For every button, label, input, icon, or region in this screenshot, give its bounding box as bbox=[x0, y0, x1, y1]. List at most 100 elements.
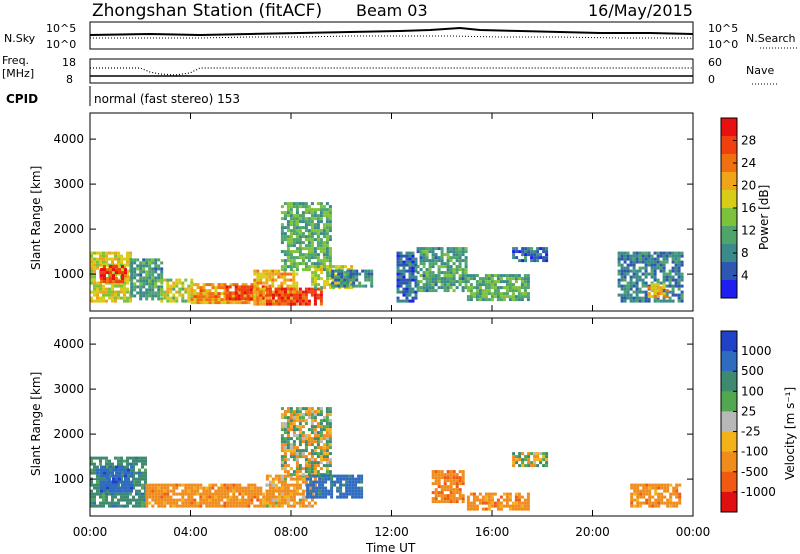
colorbar-segment bbox=[721, 262, 737, 281]
colorbar-tick-label: 16 bbox=[741, 201, 756, 215]
colorbar-segment bbox=[721, 391, 737, 412]
nsearch-label: N.Search bbox=[746, 32, 796, 45]
colorbar-tick-label: 20 bbox=[741, 179, 756, 193]
colorbar-tick-label: -1000 bbox=[741, 485, 776, 499]
data-region bbox=[416, 247, 468, 293]
velocity-data-regions bbox=[90, 407, 682, 511]
colorbar-tick-label: 25 bbox=[741, 404, 756, 418]
freq-tick-top: 18 bbox=[62, 56, 76, 69]
nsky-panel: N.Sky 10^5 10^0 10^5 10^0 N.Search bbox=[4, 21, 798, 51]
time-tick-label: 08:00 bbox=[274, 525, 309, 539]
velocity-ylabel: Slant Range [km] bbox=[29, 372, 43, 476]
data-region bbox=[396, 251, 418, 303]
data-region bbox=[280, 407, 332, 477]
colorbar-segment bbox=[721, 411, 737, 432]
time-axis-title: Time UT bbox=[365, 541, 416, 554]
nave-label: Nave bbox=[746, 64, 774, 77]
freq-label: Freq. bbox=[2, 54, 29, 67]
colorbar-segment bbox=[721, 244, 737, 263]
colorbar-tick-label: -500 bbox=[741, 465, 768, 479]
nsky-label: N.Sky bbox=[4, 32, 36, 45]
velocity-y-axis: 1000 2000 3000 4000 bbox=[53, 337, 693, 486]
y-tick-label: 3000 bbox=[53, 177, 84, 191]
colorbar-tick-label: -100 bbox=[741, 445, 768, 459]
colorbar-segment bbox=[721, 154, 737, 173]
cpid-mode: normal (fast stereo) 153 bbox=[94, 92, 240, 106]
colorbar-tick-label: 12 bbox=[741, 224, 756, 238]
colorbar-segment bbox=[721, 431, 737, 453]
colorbar-segment bbox=[721, 172, 737, 191]
y-tick-label: 2000 bbox=[53, 222, 84, 236]
data-region bbox=[100, 265, 127, 284]
data-region bbox=[280, 202, 332, 272]
time-tick-label: 12:00 bbox=[374, 525, 409, 539]
time-tick-label: 00:00 bbox=[73, 525, 108, 539]
colorbar-segment bbox=[721, 331, 737, 352]
time-tick-label: 04:00 bbox=[173, 525, 208, 539]
y-tick-label: 4000 bbox=[53, 337, 84, 351]
colorbar-tick-label: 500 bbox=[741, 364, 764, 378]
nave-tick-top: 60 bbox=[708, 56, 722, 69]
colorbar-tick-label: 1000 bbox=[741, 344, 772, 358]
power-x-ticks bbox=[89, 113, 694, 311]
colorbar-tick-label: 24 bbox=[741, 156, 756, 170]
colorbar-segment bbox=[721, 118, 737, 137]
velocity-colorbar-label: Velocity [m s⁻¹] bbox=[783, 387, 797, 480]
time-tick-label: 20:00 bbox=[575, 525, 610, 539]
power-y-axis: 1000 2000 3000 4000 bbox=[53, 132, 693, 281]
colorbar-segment bbox=[721, 491, 737, 513]
freq-unit: [MHz] bbox=[2, 67, 34, 80]
freq-tick-bottom: 8 bbox=[66, 73, 73, 86]
velocity-x-ticks bbox=[89, 318, 694, 516]
power-data-regions bbox=[90, 202, 684, 306]
colorbar-tick-label: 8 bbox=[741, 246, 749, 260]
data-region bbox=[145, 483, 269, 508]
data-region bbox=[265, 287, 323, 306]
colorbar-tick-label: 100 bbox=[741, 384, 764, 398]
data-region bbox=[431, 470, 465, 504]
colorbar-segment bbox=[721, 371, 737, 392]
power-panel: 1000 2000 3000 4000 Slant Range [km] bbox=[29, 112, 694, 312]
colorbar-tick-label: 28 bbox=[741, 134, 756, 148]
colorbar-segment bbox=[721, 280, 737, 299]
power-colorbar-label: Power [dB] bbox=[757, 185, 771, 250]
nsky-tick-bottom: 10^0 bbox=[46, 38, 76, 51]
y-tick-label: 2000 bbox=[53, 427, 84, 441]
nsearch-tick-bottom: 10^0 bbox=[708, 38, 738, 51]
cpid-label: CPID bbox=[6, 92, 38, 106]
power-colorbar: 4 8 12 16 20 24 28 Power [dB] bbox=[720, 117, 771, 299]
colorbar-segment bbox=[721, 351, 737, 372]
freq-panel: Freq. [MHz] 18 8 60 0 Nave bbox=[2, 54, 778, 86]
power-ylabel: Slant Range [km] bbox=[29, 166, 43, 270]
data-region bbox=[265, 474, 317, 508]
beam-label: Beam 03 bbox=[356, 1, 428, 20]
nave-trace bbox=[90, 67, 693, 76]
time-tick-label: 16:00 bbox=[475, 525, 510, 539]
data-region bbox=[647, 283, 669, 299]
data-region bbox=[630, 483, 682, 508]
colorbar-segment bbox=[721, 136, 737, 155]
y-tick-label: 1000 bbox=[53, 267, 84, 281]
y-tick-label: 1000 bbox=[53, 472, 84, 486]
colorbar-segment bbox=[721, 190, 737, 209]
colorbar-tick-label: -25 bbox=[741, 425, 761, 439]
time-tick-label: 00:00 bbox=[676, 525, 711, 539]
nsearch-tick-top: 10^5 bbox=[708, 22, 738, 35]
data-region bbox=[100, 465, 134, 493]
data-region bbox=[466, 492, 530, 511]
y-tick-label: 3000 bbox=[53, 382, 84, 396]
velocity-colorbar: 1000 500 100 25 -25 -100 -500 -1000 Velocity [m… bbox=[720, 330, 797, 513]
data-region bbox=[331, 269, 374, 288]
data-region bbox=[466, 274, 530, 302]
station-title: Zhongshan Station (fitACF) bbox=[92, 1, 322, 21]
colorbar-frame bbox=[720, 330, 738, 513]
data-region bbox=[306, 474, 364, 499]
nave-tick-bottom: 0 bbox=[708, 73, 715, 86]
time-axis-labels: 00:00 04:00 08:00 12:00 16:00 20:00 00:00 bbox=[73, 525, 711, 539]
nsky-trace bbox=[89, 26, 694, 37]
colorbar-segment bbox=[721, 471, 737, 493]
colorbar-tick-label: 4 bbox=[741, 269, 749, 283]
data-region bbox=[512, 452, 549, 468]
